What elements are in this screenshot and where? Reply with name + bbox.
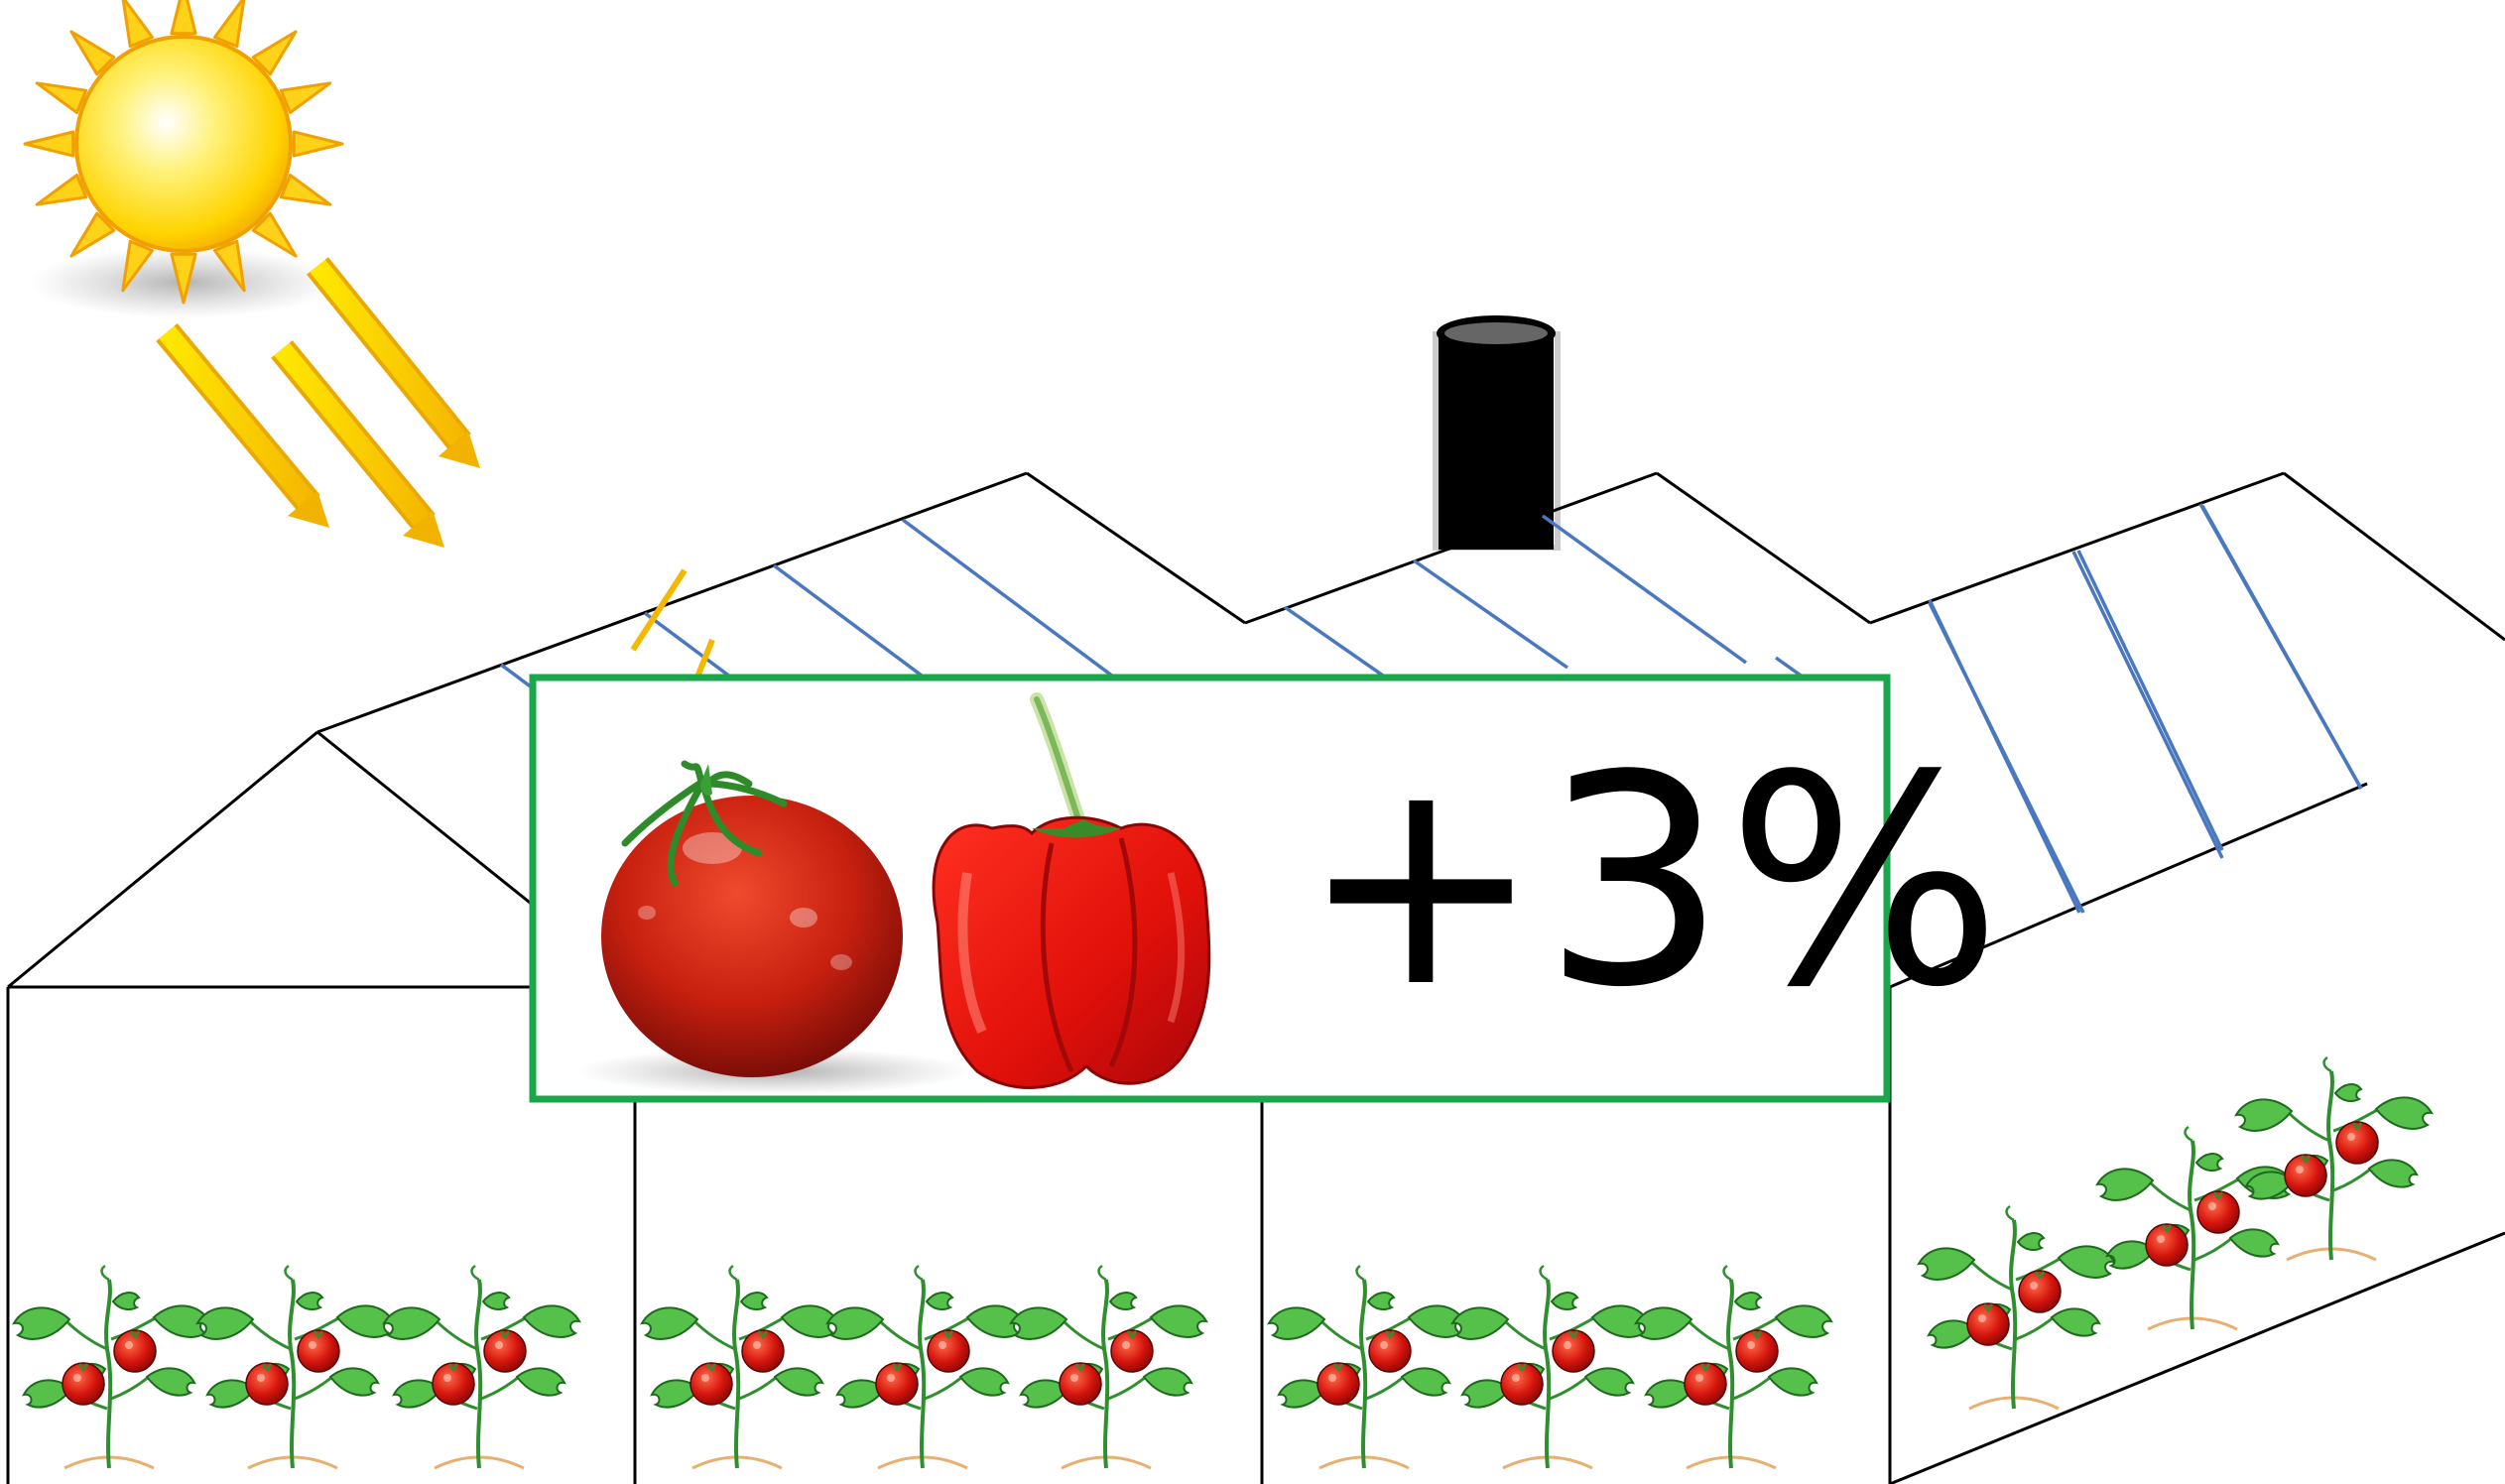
sun-point — [213, 0, 246, 49]
tomato-plant-icon — [640, 1264, 839, 1470]
sun-point — [170, 252, 197, 305]
tomato-plant-icon — [1634, 1264, 1833, 1470]
sun-point — [35, 174, 88, 206]
sun-point — [121, 0, 154, 49]
sun-point — [23, 130, 75, 158]
tomato-plant-icon — [2095, 1125, 2295, 1331]
ray-reflection — [630, 568, 715, 686]
sun-icon — [23, 0, 344, 318]
red-bell-pepper-icon — [932, 692, 1211, 1089]
sunlight-ray — [156, 323, 329, 528]
sun-points — [23, 0, 344, 305]
plant-rows — [12, 1055, 2434, 1470]
tomato-plant-icon — [1267, 1264, 1466, 1470]
sunlight-rays-icon — [156, 257, 480, 548]
tomato-plant-icon — [12, 1264, 211, 1470]
sun-point — [213, 239, 246, 293]
tomato-plant-icon — [2234, 1055, 2434, 1262]
sunlight-ray — [307, 257, 480, 468]
sun-point — [69, 211, 116, 258]
sunlight-ray — [271, 340, 444, 548]
sun-point — [292, 130, 344, 158]
sun-point — [35, 81, 88, 114]
sun-point — [279, 174, 332, 206]
tomato-plant-icon — [195, 1264, 395, 1470]
sun-point — [69, 30, 116, 76]
tomato-plant-icon — [1009, 1264, 1208, 1470]
tomato-plant-icon — [1917, 1204, 2116, 1411]
tomato-plant-icon — [1450, 1264, 1650, 1470]
tomato-icon — [575, 760, 972, 1095]
sun-point — [251, 30, 298, 76]
yield-badge: +3% — [529, 674, 2002, 1103]
yield-increase-label: +3% — [1300, 713, 2002, 1051]
sun-point — [251, 211, 298, 258]
sun-point — [170, 0, 197, 36]
tomato-plant-icon — [382, 1264, 581, 1470]
sun-point — [279, 81, 332, 114]
tomato-plant-icon — [825, 1264, 1025, 1470]
sun-point — [121, 239, 154, 293]
chimney-icon — [1433, 315, 1561, 551]
